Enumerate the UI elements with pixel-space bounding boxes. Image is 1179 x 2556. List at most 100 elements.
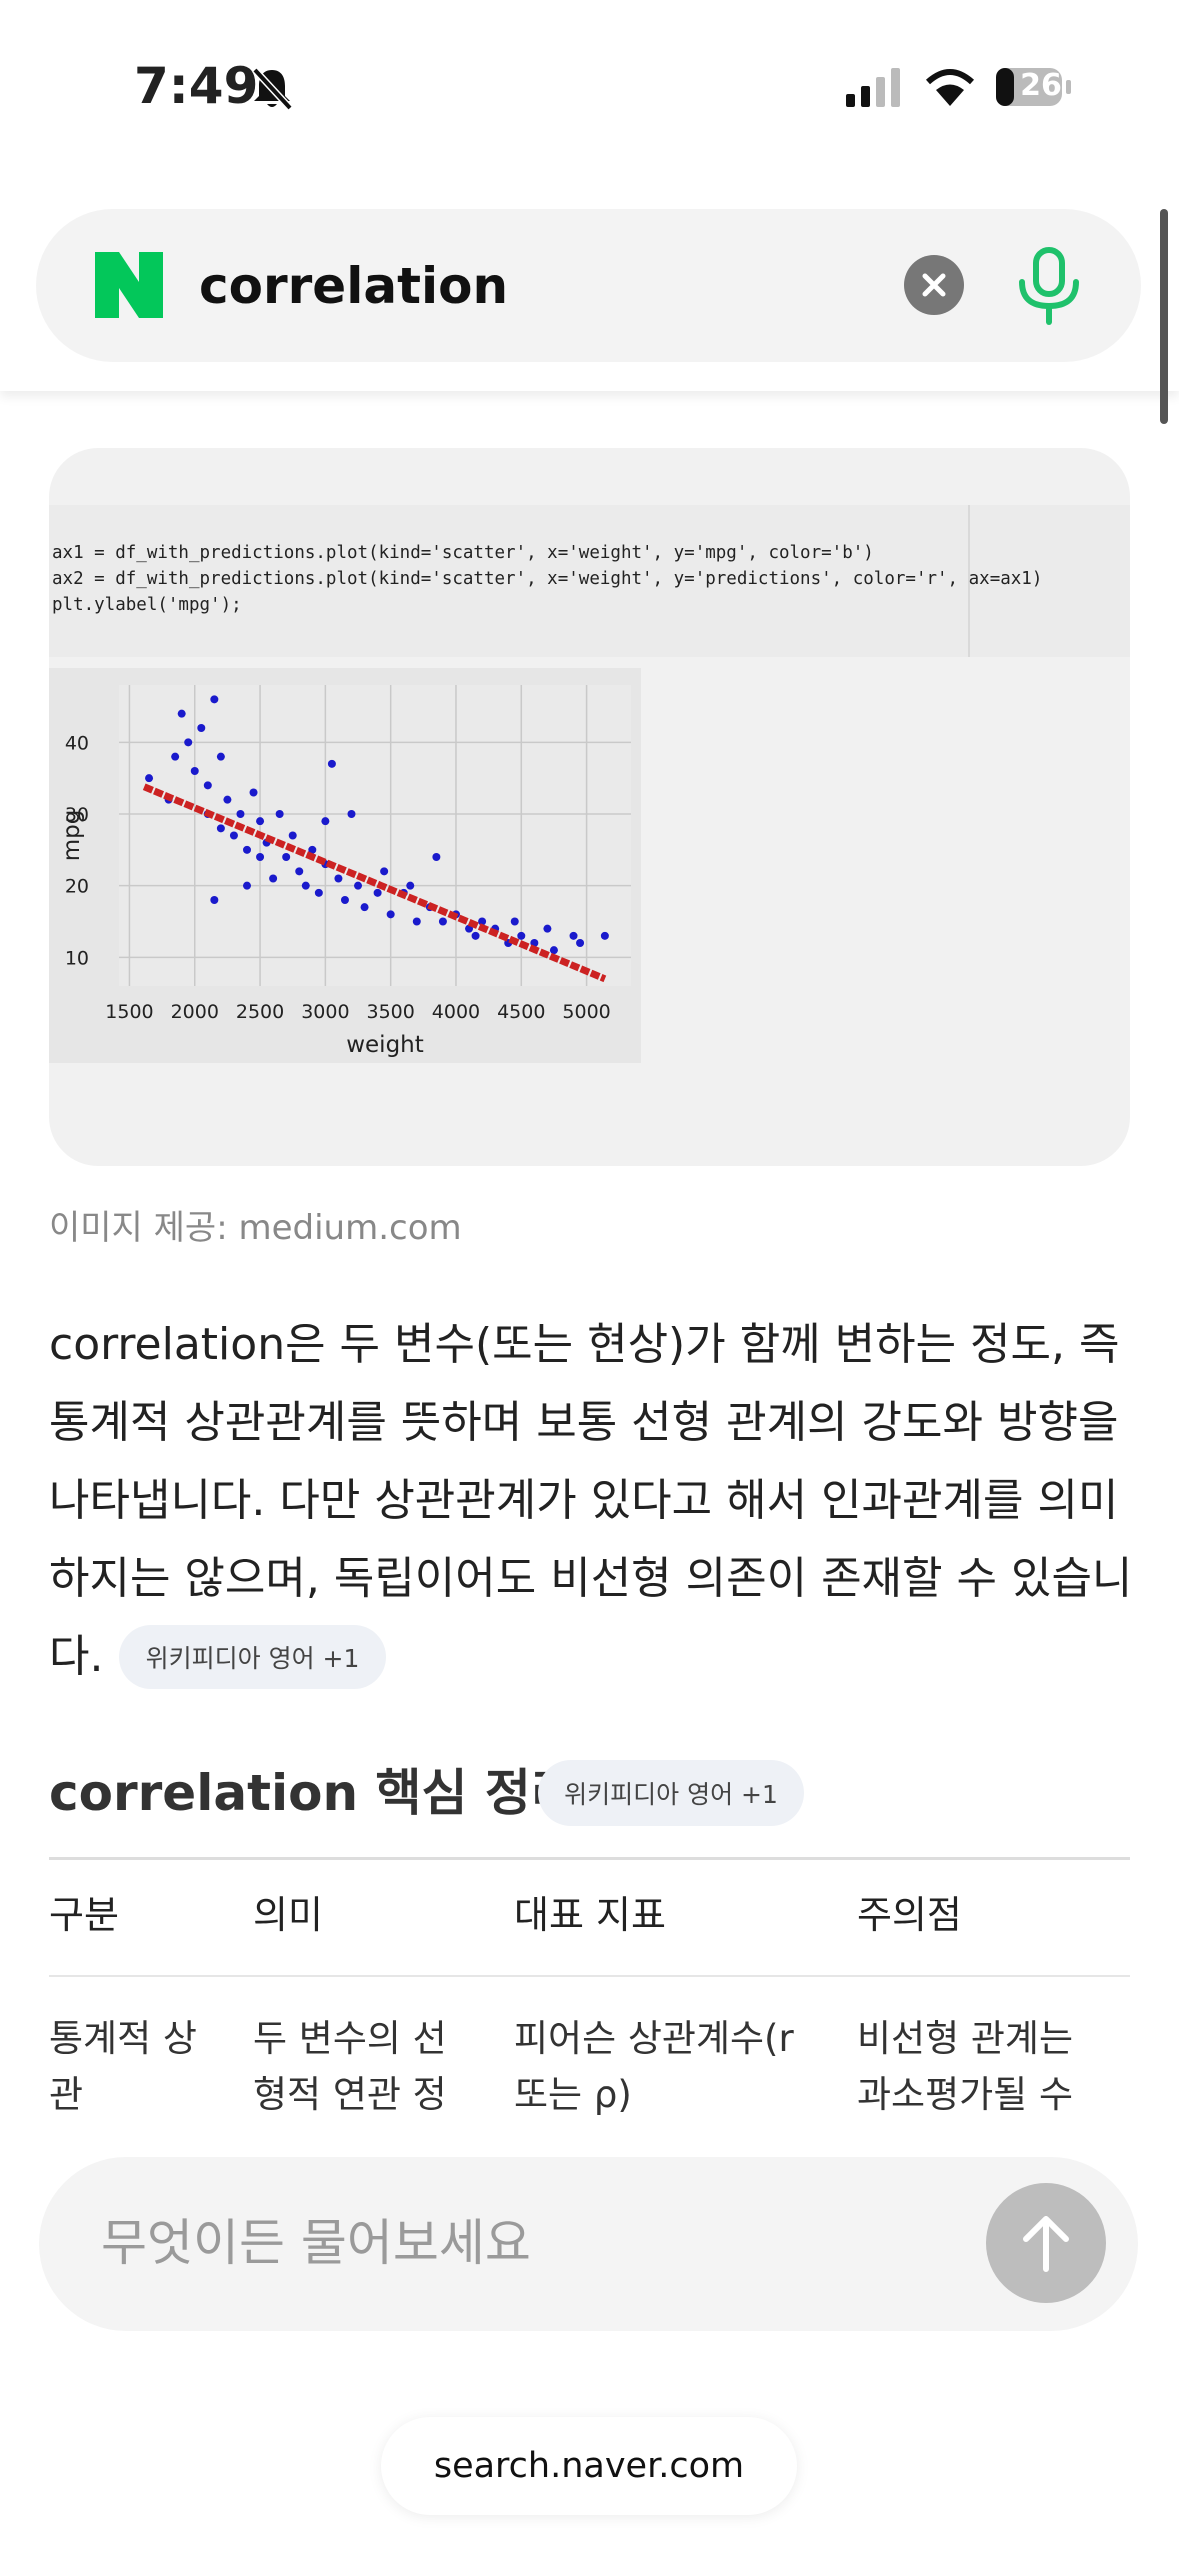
data-point [171,752,180,761]
y-axis-label: mpg [59,810,85,862]
voice-button[interactable] [1014,246,1084,326]
table-cell-line: 형적 연관 정 [253,2073,447,2116]
data-point [360,903,369,912]
y-tick-label: 20 [65,876,89,898]
data-point [295,867,304,876]
plot-area [119,685,631,986]
data-point [569,931,578,940]
data-point [308,845,317,854]
data-point [249,788,258,797]
table-header-cell: 대표 지표 [514,1893,666,1937]
table-header-cell: 주의점 [857,1893,962,1937]
data-point [386,910,395,919]
answer-line: 통계적 상관관계를 뜻하며 보통 선형 관계의 강도와 방향을 [49,1397,1119,1448]
data-point [275,810,284,818]
data-point [203,781,212,790]
answer-line: 하지는 않으며, 독립이어도 비선형 의존이 존재할 수 있습니 [49,1553,1133,1604]
data-point [314,888,323,897]
data-point [190,767,199,775]
data-point [327,759,336,768]
battery-level: 26 [1020,68,1062,103]
prediction-line [142,783,607,983]
scatter-chart: 1500 2000 2500 3000 3500 4000 4500 5000 10 20 30 40… [49,668,641,1063]
source-badge[interactable]: 위키피디아 영어 +1 [119,1625,386,1689]
x-tick-label: 3000 [301,1001,349,1023]
data-point [256,853,265,861]
table-cell-line: 과소평가될 수 [857,2073,1074,2116]
data-point [340,896,349,904]
data-point [600,931,609,940]
data-point [380,867,389,876]
data-point [543,924,552,933]
ask-placeholder[interactable]: 무엇이든 물어보세요 [101,2214,531,2272]
code-line: plt.ylabel('mpg'); [52,595,242,615]
data-point [549,946,558,955]
y-tick-label: 30 [65,804,89,826]
data-point [288,831,297,840]
data-point [269,874,278,883]
data-point [412,917,421,926]
data-point [301,881,310,890]
data-point [354,881,363,890]
table-cell-line: 통계적 상 [49,2017,197,2060]
data-point [517,931,526,940]
ask-input[interactable] [39,2157,1138,2331]
silent-icon [252,67,293,110]
data-point [510,917,519,926]
table-header-cell: 구분 [49,1893,119,1937]
data-point [432,853,441,861]
x-tick-label: 2500 [236,1001,284,1023]
x-tick-label: 4000 [432,1001,480,1023]
clear-button[interactable] [904,255,964,315]
y-tick-label: 10 [65,947,89,969]
code-line: ax2 = df_with_predictions.plot(kind='sca… [52,569,1043,589]
x-tick-label: 1500 [105,1001,153,1023]
data-point [184,738,193,747]
data-point [243,845,251,854]
data-point [243,881,251,890]
data-point [471,931,480,940]
data-point [321,817,330,826]
data-point [236,810,245,818]
data-point [373,888,382,897]
data-point [145,774,154,783]
y-tick-label: 40 [65,732,89,754]
code-line: ax1 = df_with_predictions.plot(kind='sca… [52,543,874,563]
table-cell-line: 비선형 관계는 [857,2017,1074,2060]
data-point [576,939,585,947]
data-point [256,817,265,826]
data-point [282,853,291,861]
table-cell-line: 두 변수의 선 [253,2017,447,2060]
data-point [210,695,219,704]
code-divider [968,505,970,657]
x-tick-label: 5000 [562,1001,610,1023]
x-tick-label: 2000 [171,1001,219,1023]
summary-title: correlation 핵심 정리 [49,1764,577,1822]
image-credit[interactable]: 이미지 제공: medium.com [49,1208,462,1248]
search-query[interactable]: correlation [199,257,509,315]
source-badge[interactable]: 위키피디아 영어 +1 [538,1760,804,1826]
answer-line: 나타냅니다. 다만 상관관계가 있다고 해서 인과관계를 의미 [49,1475,1119,1526]
data-point [438,917,447,926]
url-pill[interactable]: search.naver.com [381,2417,797,2515]
data-point [177,709,186,718]
data-point [406,881,415,890]
table-top-rule [49,1857,1130,1860]
data-point [229,831,238,840]
code-block: ax1 = df_with_predictions.plot(kind='sca… [52,540,1042,618]
answer-line: 다. [49,1631,104,1682]
table-cell-line: 관 [49,2073,84,2116]
x-axis-label: weight [346,1032,424,1058]
code-area [49,505,1130,657]
data-point [347,810,356,818]
data-point [210,896,219,904]
send-button[interactable] [986,2183,1106,2303]
naver-logo[interactable] [95,252,163,318]
data-point [216,824,225,833]
x-tick-label: 3500 [366,1001,414,1023]
data-point [216,752,225,761]
status-time: 7:49 [134,57,259,115]
x-tick-label: 4500 [497,1001,545,1023]
